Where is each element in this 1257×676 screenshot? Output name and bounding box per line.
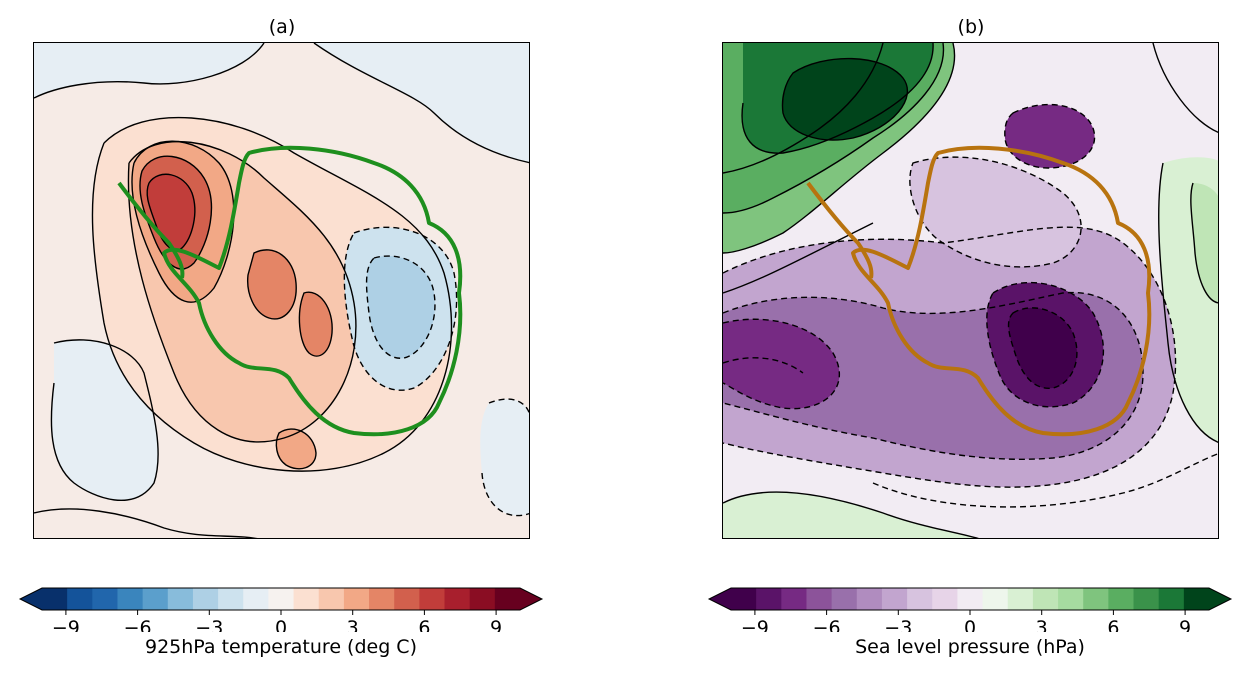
antarctic-coastline — [851, 145, 1152, 437]
colorbar-tick-label: 9 — [1179, 617, 1191, 632]
pressure-anomaly-map — [722, 42, 1219, 539]
panel-b-title: (b) — [957, 16, 985, 38]
colorbar-segment — [756, 588, 782, 610]
colorbar-extend-min — [709, 588, 731, 610]
colorbar-segment — [117, 588, 144, 610]
pressure-colorbar: −9 −6 −3 0 3 6 9 — [707, 584, 1235, 639]
pressure-negative-contours — [723, 103, 1218, 508]
colorbar-segment — [444, 588, 471, 610]
colorbar-extend-max — [1209, 588, 1231, 610]
colorbar-tick-label: −9 — [52, 617, 80, 632]
colorbar-tick-label: −9 — [741, 617, 769, 632]
green-south — [723, 492, 977, 538]
colorbar-tick-label: 6 — [418, 617, 430, 632]
temperature-colorbar-svg: −9 −6 −3 0 3 6 9 — [18, 587, 544, 639]
colorbar-segment — [982, 588, 1009, 610]
pressure-colorbar-label: Sea level pressure (hPa) — [855, 636, 1085, 658]
colorbar-segment — [419, 588, 446, 610]
low-west-core — [723, 319, 840, 409]
colorbar-segment — [856, 588, 883, 610]
temperature-colorbar-label: 925hPa temperature (deg C) — [144, 636, 417, 658]
warm-tongue — [299, 292, 333, 357]
colorbar-segment — [67, 588, 93, 610]
colorbar-tick-label: −3 — [884, 617, 912, 632]
colorbar-segment — [469, 588, 496, 610]
colorbar-segment — [1083, 588, 1109, 610]
colorbar-segment — [142, 588, 169, 610]
low-core — [1008, 307, 1077, 389]
temperature-negative-contours — [343, 226, 529, 517]
cold-core — [366, 256, 435, 359]
colorbar-tick-label: −3 — [195, 617, 223, 632]
colorbar-segment — [192, 588, 219, 610]
colorbar-segment — [243, 588, 269, 610]
colorbar-segment — [881, 588, 908, 610]
colorbar-segment — [318, 588, 345, 610]
pressure-colorbar-svg: −9 −6 −3 0 3 6 9 — [707, 587, 1233, 639]
colorbar-segment — [957, 588, 984, 610]
colorbar-segment — [1032, 588, 1059, 610]
pressure-map-svg — [723, 43, 1218, 538]
colorbar-segment — [1108, 588, 1135, 610]
colorbar-segment — [494, 588, 521, 610]
colorbar-segment — [343, 588, 370, 610]
colorbar-segment — [781, 588, 807, 610]
colorbar-segment — [1158, 588, 1185, 610]
high-core — [782, 58, 908, 141]
colorbar-segment — [932, 588, 958, 610]
cool-region-east — [480, 399, 529, 516]
panel-a-title: (a) — [268, 16, 296, 38]
colorbar-tick-label: 6 — [1107, 617, 1119, 632]
colorbar-segment — [1058, 588, 1084, 610]
colorbar-tick-label: −6 — [813, 617, 841, 632]
peninsula-coastline — [117, 181, 185, 279]
colorbar-segment — [1007, 588, 1034, 610]
warm-center — [247, 249, 297, 319]
colorbar-segment — [806, 588, 833, 610]
antarctic-coastline — [162, 145, 463, 437]
colorbar-segment — [369, 588, 395, 610]
colorbar-tick-label: 0 — [275, 617, 287, 632]
temperature-anomaly-map — [33, 42, 530, 539]
temperature-contours — [34, 43, 529, 538]
green-east-core — [1190, 183, 1218, 303]
warm-spot-south — [276, 429, 316, 469]
colorbar-tick-label: −6 — [124, 617, 152, 632]
colorbar-tick-label: 3 — [1036, 617, 1048, 632]
colorbar-tick-label: 0 — [964, 617, 976, 632]
colorbar-segment — [831, 588, 858, 610]
temperature-colorbar: −9 −6 −3 0 3 6 9 — [18, 584, 546, 639]
colorbar-segment — [92, 588, 118, 610]
temperature-map-svg — [34, 43, 529, 538]
pressure-positive-contours — [723, 43, 1218, 538]
colorbar-segment — [907, 588, 933, 610]
colorbar-segment — [731, 588, 757, 610]
colorbar-segment — [293, 588, 320, 610]
colorbar-extend-max — [520, 588, 542, 610]
colorbar-tick-label: 9 — [490, 617, 502, 632]
colorbar-extend-min — [20, 588, 42, 610]
colorbar-segment — [268, 588, 295, 610]
colorbar-segment — [42, 588, 68, 610]
colorbar-segment — [1133, 588, 1160, 610]
interior-plateau — [909, 157, 1082, 267]
colorbar-segment — [394, 588, 420, 610]
colorbar-segment — [167, 588, 194, 610]
colorbar-outline — [707, 587, 1233, 611]
colorbar-tick-label: 3 — [347, 617, 359, 632]
colorbar-outline — [18, 587, 544, 611]
colorbar-segment — [1183, 588, 1210, 610]
cool-region-north — [34, 43, 264, 98]
peninsula-coastline — [806, 181, 874, 279]
colorbar-segment — [218, 588, 244, 610]
